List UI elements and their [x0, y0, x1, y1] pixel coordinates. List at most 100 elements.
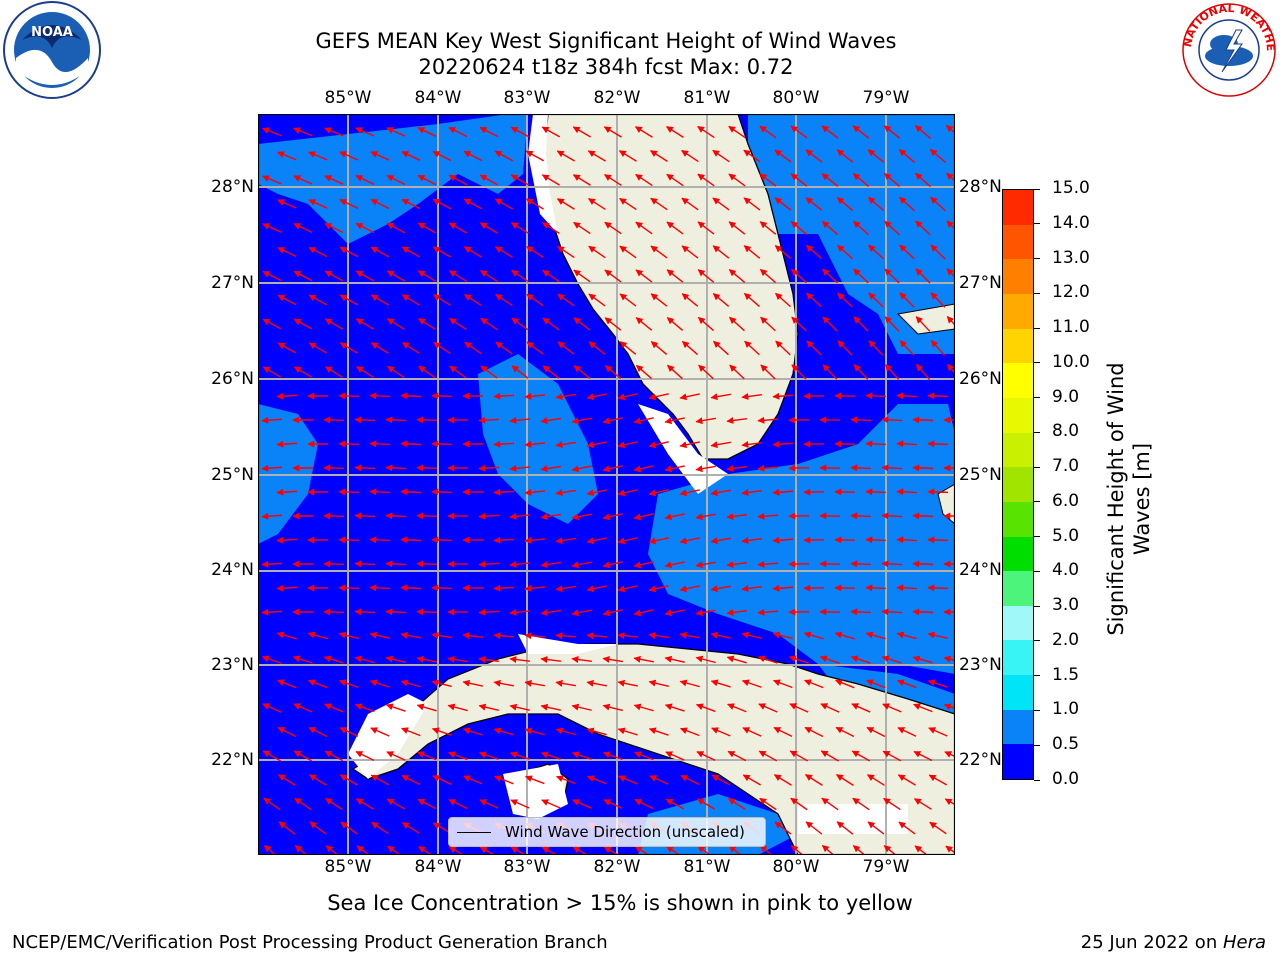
lon-label: 80°W: [772, 88, 820, 108]
wind-wave-arrow: [369, 440, 391, 448]
wind-wave-arrow: [400, 584, 422, 592]
wind-wave-arrow: [728, 269, 746, 283]
wind-wave-arrow: [883, 172, 901, 188]
wind-wave-arrow: [478, 751, 499, 760]
wind-wave-arrow: [369, 536, 391, 544]
wind-wave-arrow: [262, 366, 281, 378]
wind-wave-arrow: [511, 269, 529, 283]
wind-wave-arrow: [262, 223, 282, 233]
wind-wave-arrow: [324, 175, 344, 185]
wave-height-0.5-1.0-regions: [258, 114, 955, 855]
colorbar-tick-mark: [1034, 188, 1040, 190]
wind-wave-arrow: [261, 416, 283, 424]
wind-wave-arrow: [261, 608, 283, 616]
wind-wave-arrow: [417, 222, 437, 234]
lon-label: 85°W: [324, 857, 372, 877]
lon-label: 84°W: [414, 88, 462, 108]
wind-wave-arrow: [602, 655, 623, 663]
wind-wave-arrow: [588, 245, 606, 259]
colorbar-segment: [1003, 397, 1033, 433]
wind-wave-arrow: [619, 197, 637, 211]
wind-wave-arrow: [681, 245, 699, 259]
colorbar-tick-mark: [1034, 292, 1040, 294]
wind-wave-arrow: [494, 198, 514, 210]
wind-wave-arrow: [478, 608, 500, 616]
wind-wave-arrow: [634, 751, 654, 761]
wind-wave-arrow: [617, 632, 639, 640]
wind-wave-arrow: [619, 293, 637, 307]
wind-wave-arrow: [448, 799, 468, 809]
wind-wave-arrow: [881, 464, 903, 472]
chart-title-line2: 20220624 t18z 384h fcst Max: 0.72: [418, 55, 794, 79]
wind-wave-arrow: [912, 464, 934, 472]
wind-wave-arrow: [602, 417, 623, 425]
wind-wave-arrow: [387, 845, 402, 855]
wind-wave-arrow: [541, 846, 558, 855]
wind-wave-arrow: [772, 392, 794, 400]
wind-wave-arrow: [309, 821, 327, 835]
wind-wave-arrow: [586, 441, 607, 449]
wind-wave-arrow: [884, 316, 900, 332]
wind-wave-arrow: [618, 775, 638, 785]
colorbar-tick-label: 1.0: [1052, 699, 1080, 720]
lat-label: 23°N: [211, 655, 254, 675]
wind-wave-arrow: [789, 703, 809, 713]
wind-wave-arrow: [617, 537, 638, 545]
wind-wave-arrow: [729, 316, 745, 332]
wind-wave-arrow: [633, 513, 654, 521]
wind-wave-arrow: [697, 269, 715, 283]
wind-wave-arrow: [509, 703, 530, 711]
noaa-logo-text: NOAA: [31, 25, 73, 40]
wind-wave-arrow: [277, 294, 297, 306]
wind-wave-arrow: [447, 751, 468, 761]
wind-wave-arrow: [555, 727, 576, 736]
wind-wave-arrow: [586, 727, 607, 736]
wind-wave-arrow: [509, 416, 531, 424]
wind-wave-arrow: [278, 821, 296, 835]
nws-logo: NATIONAL WEATHER SERVICE: [1174, 0, 1280, 100]
wind-wave-arrow: [571, 656, 593, 663]
wind-wave-arrow: [679, 393, 700, 401]
colorbar-tick-label: 4.0: [1052, 560, 1080, 581]
wind-wave-arrow: [821, 220, 839, 236]
footer-branch: NCEP/EMC/Verification Post Processing Pr…: [12, 932, 608, 953]
wind-wave-arrow: [401, 822, 420, 834]
colorbar-tick-mark: [1034, 501, 1040, 503]
wind-wave-arrow: [927, 631, 948, 639]
wind-wave-arrow: [850, 608, 872, 616]
wind-wave-arrow: [712, 245, 730, 259]
wind-wave-arrow: [323, 560, 345, 568]
wind-wave-arrow: [511, 365, 529, 379]
wind-wave-arrow: [759, 221, 777, 235]
wind-wave-arrow: [555, 632, 577, 640]
wind-wave-arrow: [555, 441, 576, 449]
wind-wave-arrow: [400, 679, 421, 688]
wind-wave-arrow: [710, 537, 731, 545]
wind-wave-arrow: [354, 655, 375, 664]
wind-wave-arrow: [417, 270, 436, 282]
wind-wave-arrow: [648, 632, 670, 639]
wind-wave-arrow: [557, 245, 575, 259]
wind-wave-arrow: [479, 174, 499, 186]
chart-title-line1: GEFS MEAN Key West Significant Height of…: [315, 29, 897, 53]
wind-wave-arrow: [851, 703, 871, 713]
wind-wave-arrow: [664, 465, 685, 473]
wind-wave-arrow: [540, 656, 562, 664]
wind-wave-arrow: [866, 774, 885, 786]
wind-wave-arrow: [774, 197, 792, 211]
wind-wave-arrow: [573, 269, 591, 283]
wind-wave-arrow: [697, 316, 715, 332]
wind-wave-arrow: [369, 488, 391, 496]
wind-wave-arrow: [540, 465, 561, 473]
wind-wave-arrow: [772, 584, 794, 592]
wind-wave-arrow: [897, 727, 917, 737]
wind-wave-arrow: [401, 246, 421, 258]
wind-wave-arrow: [324, 127, 344, 137]
wind-wave-arrow: [695, 465, 716, 473]
wind-wave-arrow: [712, 197, 730, 211]
lat-label: 27°N: [959, 273, 1002, 293]
colorbar-tick-label: 10.0: [1052, 351, 1090, 372]
wind-wave-arrow: [586, 393, 607, 401]
colorbar-tick-mark: [1034, 431, 1040, 433]
wind-wave-arrow: [712, 149, 730, 163]
